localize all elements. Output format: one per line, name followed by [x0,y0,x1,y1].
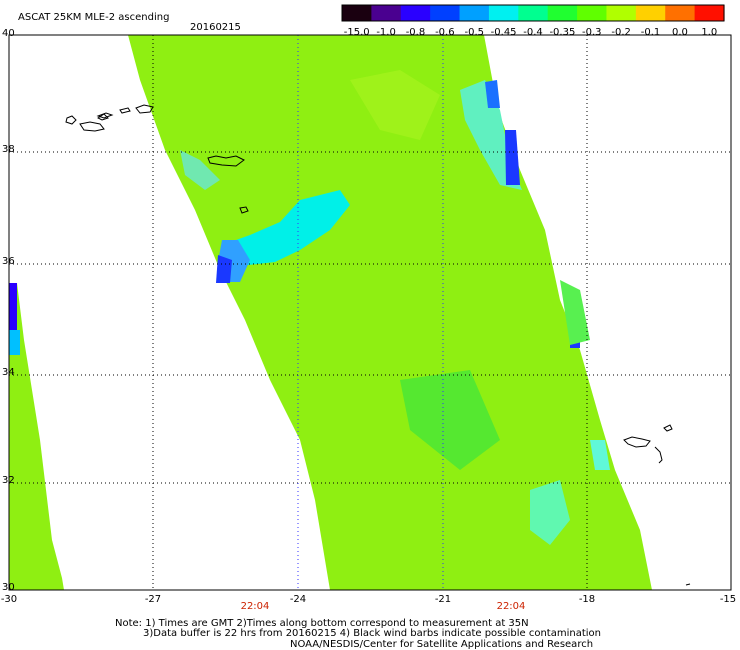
colorbar-segment [400,5,431,21]
colorbar-tick-label: 0.0 [672,27,688,38]
swath-background [128,35,652,590]
pass-time-label: 22:04 [497,601,526,612]
lat-label: 34 [2,367,15,378]
data-swath [9,35,652,590]
lon-label: -18 [579,594,595,605]
colorbar-tick-label: -0.5 [464,27,484,38]
colorbar-tick-label: -0.3 [582,27,602,38]
colorbar: -15.0 -1.0 -0.8 -0.6 -0.5 -0.45 -0.4 -0.35 -0.3-… [342,5,725,38]
colorbar-tick-label: -15.0 [344,27,370,38]
lat-label: 40 [2,28,15,39]
colorbar-segment [488,5,519,21]
colorbar-tick-label: -0.45 [491,27,517,38]
colorbar-segment [694,5,725,21]
colorbar-tick-label: -0.4 [523,27,543,38]
swath-patch [530,480,570,545]
map-date: 20160215 [190,22,241,33]
lon-label: -21 [435,594,451,605]
note-line-3: NOAA/NESDIS/Center for Satellite Applica… [290,639,593,650]
colorbar-frame [341,4,725,22]
pass-time-label: 22:04 [241,601,270,612]
graticule [9,35,731,590]
note-line-1: Note: 1) Times are GMT 2)Times along bot… [115,618,529,629]
lat-label: 38 [2,144,15,155]
lon-label: -24 [290,594,306,605]
colorbar-segment [371,5,402,21]
lat-labels: 40 38 36 34 32 30 [2,28,15,593]
lat-label: 30 [2,582,15,593]
lon-label: -27 [145,594,161,605]
swath-patch [505,130,520,185]
lon-label: -30 [1,594,17,605]
colorbar-segment [665,5,696,21]
swath-patch [9,283,17,340]
lon-label: -15 [720,594,736,605]
swath-strip-west [9,283,64,590]
swath-patch [222,190,350,266]
swath-patch [9,330,20,355]
colorbar-tick-label: -1.0 [376,27,396,38]
colorbar-tick-label: 1.0 [701,27,717,38]
lat-label: 32 [2,475,15,486]
map-title: ASCAT 25KM MLE-2 ascending [18,12,169,23]
lon-labels: -30 -27 -24 -21 -18 -15 [1,594,736,605]
swath-patch [560,280,590,345]
colorbar-segment [577,5,608,21]
lat-label: 36 [2,256,15,267]
colorbar-segment [606,5,637,21]
colorbar-tick-label: -0.8 [406,27,426,38]
swath-patch [400,370,500,470]
coastlines [65,104,691,586]
colorbar-tick-label: -0.1 [641,27,661,38]
swath-patch [350,70,440,140]
colorbar-segment [342,5,372,21]
swath-patch [180,150,220,190]
swath-patch [485,80,500,108]
map-frame [8,34,732,591]
colorbar-segment [635,5,666,21]
colorbar-segment [459,5,490,21]
swath-patch [590,440,610,470]
colorbar-segment [430,5,461,21]
note-line-2: 3)Data buffer is 22 hrs from 20160215 4)… [143,628,601,639]
colorbar-segment [547,5,578,21]
colorbar-segment [518,5,549,21]
colorbar-tick-label: -0.6 [435,27,455,38]
colorbar-tick-label: -0.35 [549,27,575,38]
swath-patch [216,255,232,283]
colorbar-tick-label: -0.2 [611,27,631,38]
